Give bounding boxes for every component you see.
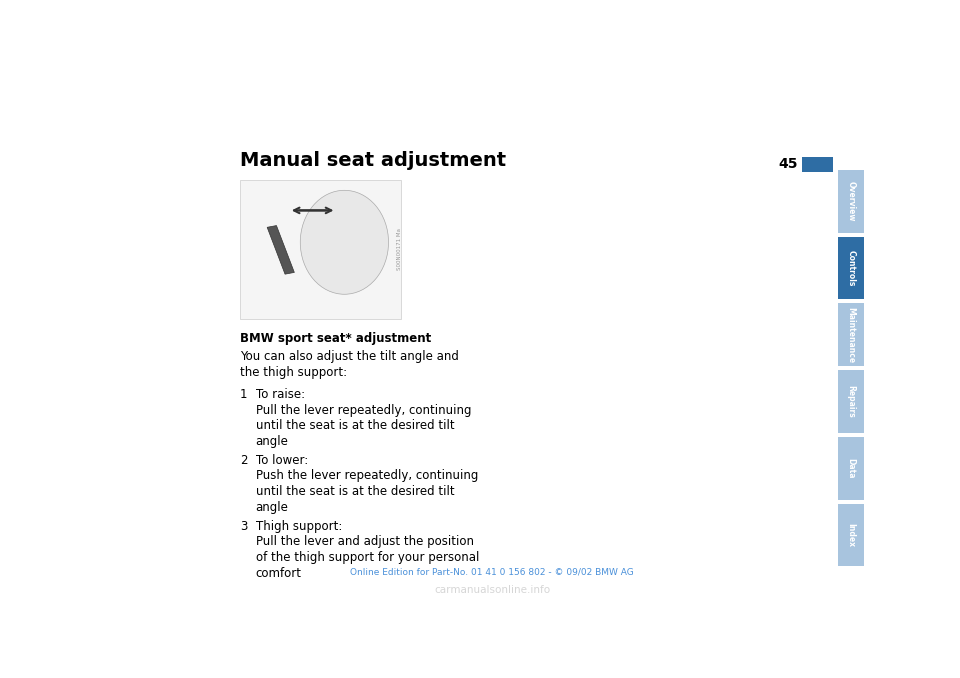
Text: Thigh support:: Thigh support: xyxy=(255,519,342,532)
Bar xyxy=(240,180,400,319)
Text: S00N00171 Ma: S00N00171 Ma xyxy=(396,228,401,271)
Text: 3: 3 xyxy=(240,519,248,532)
Bar xyxy=(838,237,864,299)
Bar xyxy=(802,157,833,172)
Text: Pull the lever repeatedly, continuing: Pull the lever repeatedly, continuing xyxy=(255,403,471,417)
Ellipse shape xyxy=(300,191,389,294)
Text: the thigh support:: the thigh support: xyxy=(240,366,348,379)
Text: Push the lever repeatedly, continuing: Push the lever repeatedly, continuing xyxy=(255,469,478,483)
Text: carmanualsonline.info: carmanualsonline.info xyxy=(434,584,550,595)
Text: Controls: Controls xyxy=(847,250,855,286)
Text: Data: Data xyxy=(847,458,855,479)
Text: Maintenance: Maintenance xyxy=(847,306,855,363)
Text: of the thigh support for your personal: of the thigh support for your personal xyxy=(255,551,479,564)
Text: until the seat is at the desired tilt: until the seat is at the desired tilt xyxy=(255,485,454,498)
Text: To lower:: To lower: xyxy=(255,454,308,466)
Text: Pull the lever and adjust the position: Pull the lever and adjust the position xyxy=(255,535,473,549)
Bar xyxy=(267,226,295,274)
Text: BMW sport seat* adjustment: BMW sport seat* adjustment xyxy=(240,332,431,344)
Text: Overview: Overview xyxy=(847,181,855,222)
Text: To raise:: To raise: xyxy=(255,388,304,401)
Text: You can also adjust the tilt angle and: You can also adjust the tilt angle and xyxy=(240,351,459,363)
Text: angle: angle xyxy=(255,501,289,514)
Bar xyxy=(838,504,864,566)
Text: 1: 1 xyxy=(240,388,248,401)
Bar xyxy=(838,170,864,233)
Bar xyxy=(838,370,864,433)
Bar xyxy=(838,437,864,500)
Text: Index: Index xyxy=(847,523,855,547)
Text: until the seat is at the desired tilt: until the seat is at the desired tilt xyxy=(255,419,454,433)
Text: 45: 45 xyxy=(779,157,798,171)
Text: angle: angle xyxy=(255,435,289,448)
Text: Repairs: Repairs xyxy=(847,385,855,418)
Text: 2: 2 xyxy=(240,454,248,466)
Text: Online Edition for Part-No. 01 41 0 156 802 - © 09/02 BMW AG: Online Edition for Part-No. 01 41 0 156 … xyxy=(350,567,634,576)
Bar xyxy=(838,304,864,366)
Text: comfort: comfort xyxy=(255,567,301,580)
Text: Manual seat adjustment: Manual seat adjustment xyxy=(240,151,506,170)
